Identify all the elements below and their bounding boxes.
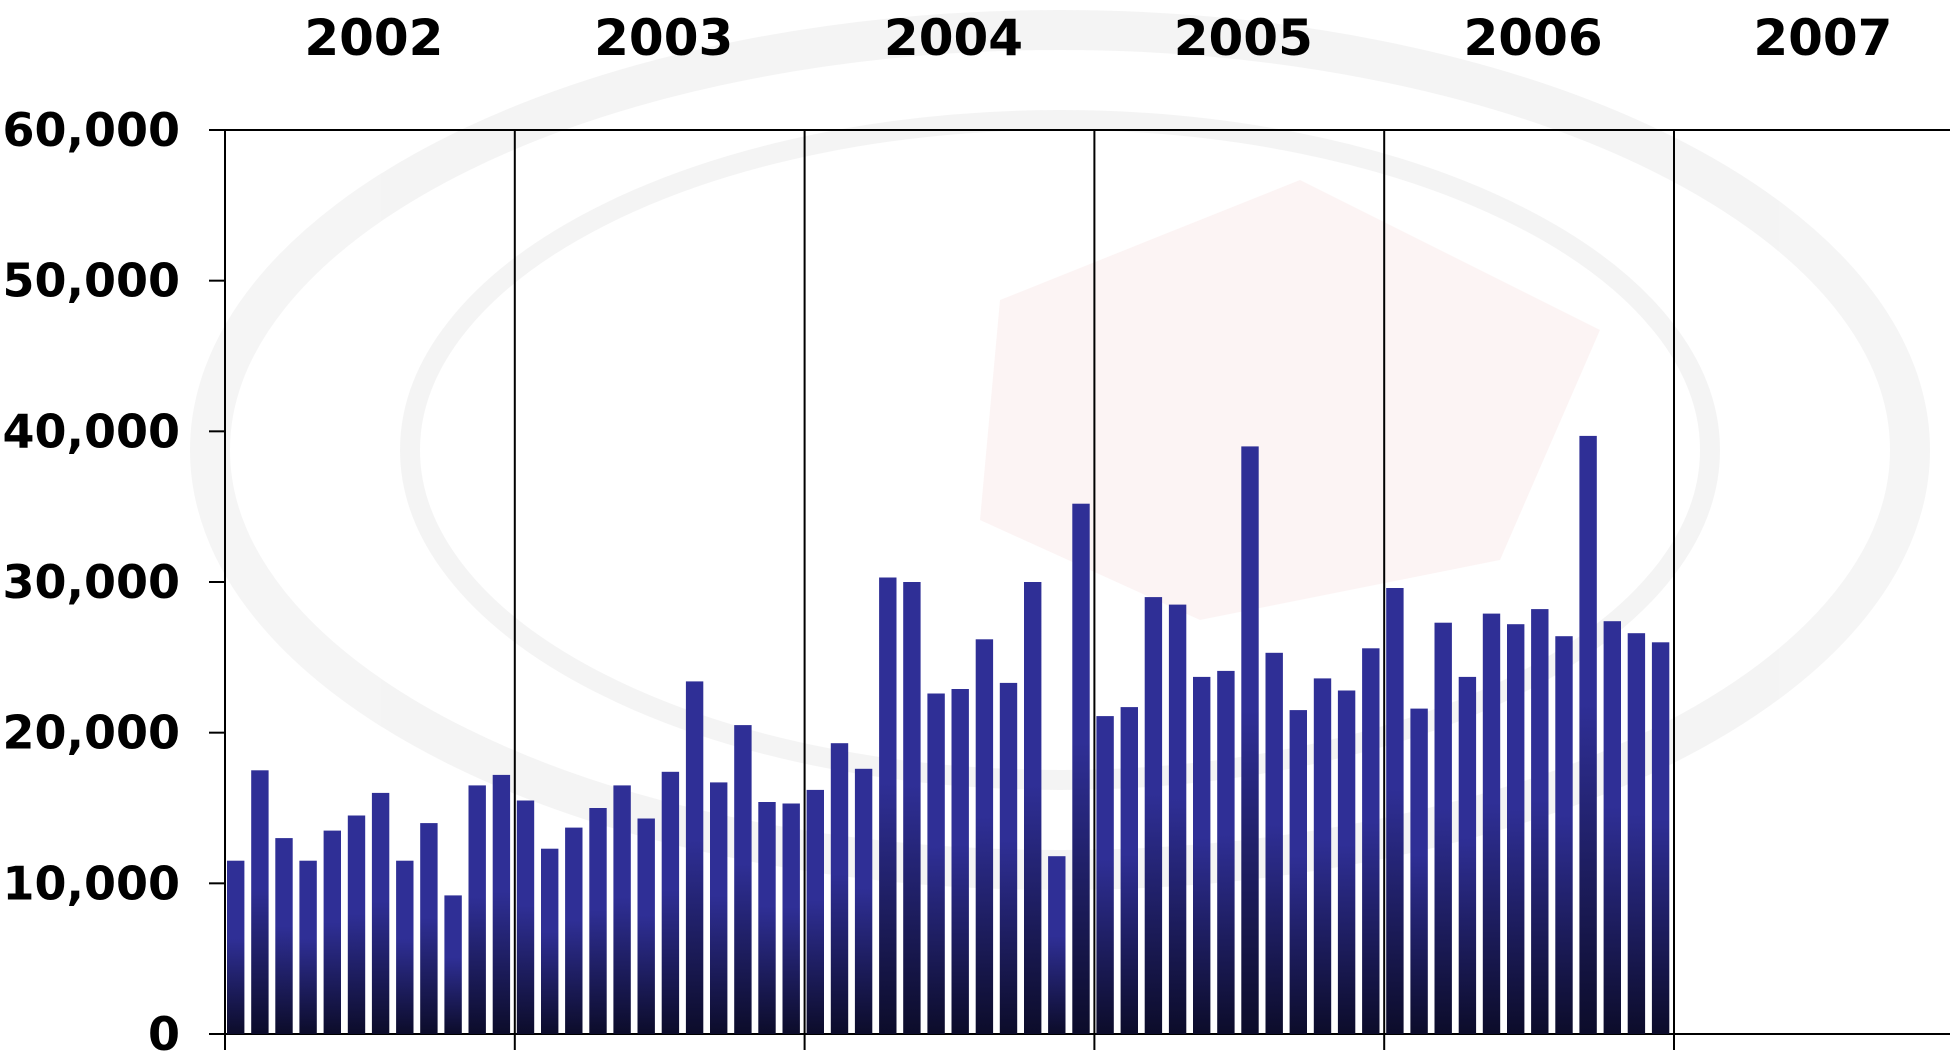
bar <box>661 771 680 1034</box>
bar <box>1507 624 1525 1034</box>
bar <box>1289 710 1307 1034</box>
y-tick-label: 50,000 <box>2 254 180 308</box>
bar <box>227 860 245 1034</box>
bar <box>347 815 366 1034</box>
bar <box>589 808 607 1034</box>
bar <box>1458 676 1477 1034</box>
bar <box>1603 621 1621 1034</box>
bar <box>903 582 921 1034</box>
y-tick-label: 20,000 <box>2 706 180 760</box>
bar <box>613 785 631 1034</box>
bar <box>1024 582 1042 1034</box>
year-label: 2003 <box>594 9 733 67</box>
bar <box>1482 613 1501 1034</box>
bar <box>444 895 462 1034</box>
y-tick-label: 10,000 <box>2 856 180 910</box>
y-tick-label: 60,000 <box>2 103 180 157</box>
bar <box>879 577 897 1034</box>
year-label: 2002 <box>304 9 443 67</box>
bar <box>806 789 824 1034</box>
bar <box>565 827 583 1034</box>
bar <box>685 681 704 1034</box>
bar <box>1651 642 1670 1034</box>
bar <box>1386 588 1404 1034</box>
bar <box>1241 446 1259 1034</box>
bar <box>251 770 269 1034</box>
year-label: 2007 <box>1753 9 1892 67</box>
bar <box>1096 716 1114 1034</box>
bar <box>468 785 486 1034</box>
bar <box>1627 633 1646 1034</box>
bar <box>420 823 438 1034</box>
bar <box>1531 609 1549 1034</box>
bar <box>1579 435 1597 1034</box>
bar <box>854 768 873 1034</box>
bar <box>1217 670 1235 1034</box>
bar <box>396 860 414 1034</box>
year-label: 2006 <box>1464 9 1603 67</box>
bar <box>999 682 1018 1034</box>
bar <box>1072 503 1090 1034</box>
bar <box>299 860 317 1034</box>
bar <box>1048 856 1066 1034</box>
bar <box>710 782 728 1034</box>
bar <box>1120 707 1138 1034</box>
y-tick-label: 0 <box>148 1007 180 1054</box>
bar <box>1313 678 1332 1034</box>
bar <box>782 803 800 1034</box>
bar <box>371 792 390 1034</box>
bar <box>516 800 535 1034</box>
bar <box>734 725 752 1034</box>
bar <box>1434 622 1452 1034</box>
bar <box>1265 652 1283 1034</box>
bar <box>275 838 293 1034</box>
bar <box>323 830 341 1034</box>
bar <box>492 774 511 1034</box>
y-tick-label: 30,000 <box>2 555 180 609</box>
bar <box>1555 636 1573 1034</box>
bar <box>927 693 945 1034</box>
bar <box>758 802 776 1034</box>
bar <box>975 639 994 1034</box>
bar <box>1337 690 1356 1034</box>
y-tick-label: 40,000 <box>2 404 180 458</box>
bar <box>541 848 559 1034</box>
bar <box>1168 604 1187 1034</box>
bar <box>1362 648 1380 1034</box>
bar <box>1410 708 1428 1034</box>
bar <box>637 818 655 1034</box>
bar <box>1144 597 1163 1034</box>
year-label: 2005 <box>1174 9 1313 67</box>
year-label: 2004 <box>884 9 1023 67</box>
plot-area: 0 10,000 20,000 30,000 40,000 50,000 60,000 200… <box>2 9 1950 1054</box>
bar <box>951 689 969 1034</box>
bar <box>1193 676 1211 1034</box>
bar <box>830 743 849 1034</box>
